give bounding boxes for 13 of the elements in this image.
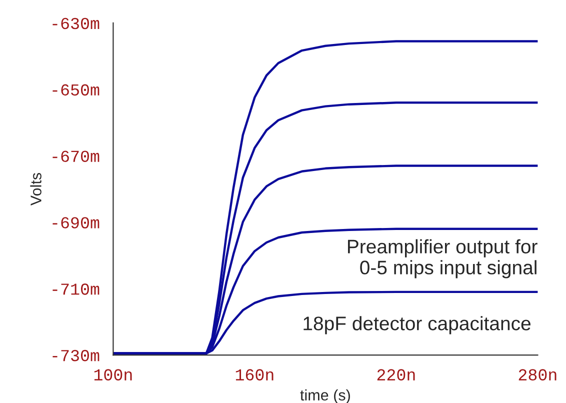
y-tick-label: -710m [52, 284, 100, 295]
y-tick-label: -730m [52, 350, 100, 362]
x-tick-label: 160n [236, 369, 274, 380]
annotation: 18pF detector capacitance [304, 316, 530, 334]
y-axis-title: Volts [30, 172, 42, 206]
x-tick-label: 280n [518, 369, 556, 380]
y-tick-label: -670m [52, 150, 100, 162]
y-tick-label: -650m [52, 84, 100, 96]
annotation: Preamplifier output for 0-5 mips input signal [348, 239, 538, 278]
y-tick-label: -690m [52, 217, 100, 228]
x-tick-label: 100n [94, 369, 132, 380]
y-tick-label: -630m [52, 18, 100, 30]
x-tick-label: 220n [377, 369, 415, 380]
